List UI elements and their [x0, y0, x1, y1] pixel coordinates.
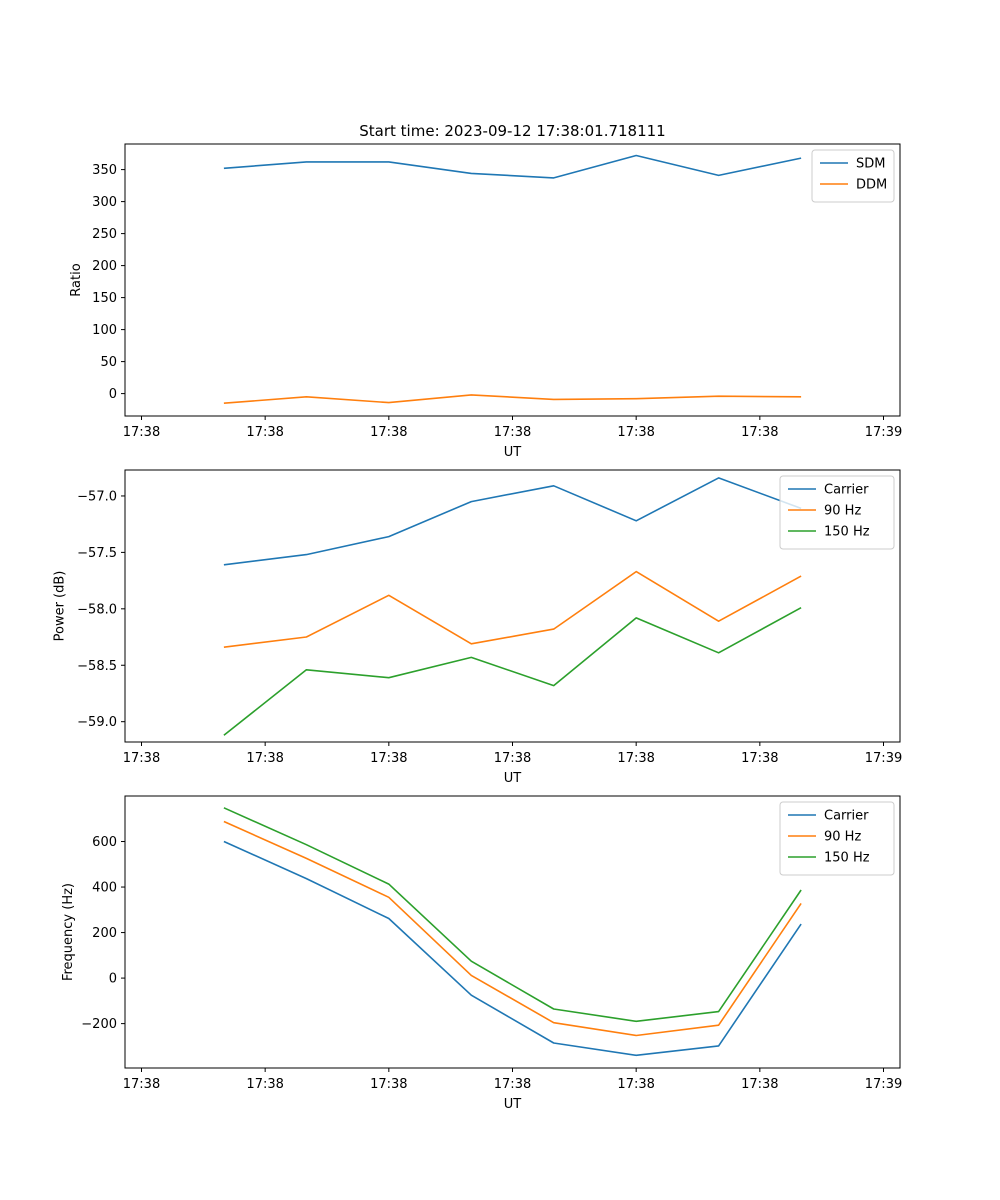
y-tick-label: 100: [92, 323, 117, 338]
y-tick-label: −59.0: [77, 715, 117, 730]
y-tick-label: −57.0: [77, 489, 117, 504]
legend: SDM DDM: [811, 149, 895, 203]
series-line-sdm: [223, 154, 802, 179]
legend: Carrier 90 Hz 150 Hz: [779, 801, 895, 876]
legend-label: 90 Hz: [824, 504, 861, 519]
x-tick-label: 17:38: [123, 425, 160, 440]
legend-label: 150 Hz: [824, 525, 870, 540]
panel-1: 17:38 17:38 17:38 17:38 17:38 17:38 17:39 0 50 10…: [69, 143, 902, 460]
series-line-90-hz: [223, 570, 802, 648]
series-line-carrier: [223, 477, 802, 566]
series-line-ddm: [223, 394, 802, 404]
x-tick-label: 17:38: [370, 1077, 407, 1092]
x-tick-label: 17:38: [246, 751, 283, 766]
y-tick-label: 200: [92, 926, 117, 941]
x-tick-label: 17:38: [123, 1077, 160, 1092]
panel-3: 17:38 17:38 17:38 17:38 17:38 17:38 17:39 −200 0…: [61, 795, 902, 1112]
y-tick-label: 50: [100, 355, 117, 370]
y-tick-label: −200: [81, 1017, 117, 1032]
x-tick-label: 17:38: [741, 425, 778, 440]
series-line-90-hz: [223, 820, 802, 1037]
y-tick-label: −57.5: [77, 546, 117, 561]
x-tick-label: 17:38: [123, 751, 160, 766]
chart-title: Start time: 2023-09-12 17:38:01.718111: [359, 122, 665, 140]
y-tick-label: −58.5: [77, 659, 117, 674]
y-axis-label: Ratio: [69, 263, 84, 296]
x-tick-label: 17:38: [246, 425, 283, 440]
y-tick-label: 150: [92, 291, 117, 306]
legend-label: DDM: [856, 178, 887, 193]
y-axis-label: Power (dB): [53, 571, 68, 642]
y-tick-label: 0: [109, 972, 117, 987]
y-tick-label: 350: [92, 163, 117, 178]
x-tick-label: 17:38: [494, 1077, 531, 1092]
x-tick-label: 17:38: [494, 425, 531, 440]
legend-label: Carrier: [824, 809, 869, 824]
x-tick-label: 17:39: [865, 751, 902, 766]
panel-2: 17:38 17:38 17:38 17:38 17:38 17:38 17:39 −59.0…: [53, 469, 902, 786]
x-axis-label: UT: [504, 445, 522, 460]
x-tick-label: 17:38: [617, 425, 654, 440]
x-axis-label: UT: [504, 1097, 522, 1112]
x-tick-label: 17:39: [865, 1077, 902, 1092]
y-tick-label: 0: [109, 387, 117, 402]
x-axis-label: UT: [504, 771, 522, 786]
x-tick-label: 17:39: [865, 425, 902, 440]
x-tick-label: 17:38: [617, 751, 654, 766]
y-tick-label: 250: [92, 227, 117, 242]
series-line-150-hz: [223, 606, 802, 736]
x-tick-label: 17:38: [246, 1077, 283, 1092]
series-line-carrier: [223, 840, 802, 1057]
y-tick-label: 600: [92, 835, 117, 850]
x-tick-label: 17:38: [494, 751, 531, 766]
x-tick-label: 17:38: [741, 751, 778, 766]
x-tick-label: 17:38: [370, 751, 407, 766]
y-tick-label: 400: [92, 881, 117, 896]
legend-label: SDM: [856, 157, 885, 172]
y-tick-label: 200: [92, 259, 117, 274]
legend-label: 90 Hz: [824, 830, 861, 845]
x-tick-label: 17:38: [617, 1077, 654, 1092]
legend: Carrier 90 Hz 150 Hz: [779, 475, 895, 550]
x-tick-label: 17:38: [370, 425, 407, 440]
legend-label: Carrier: [824, 483, 869, 498]
series-line-150-hz: [223, 807, 802, 1023]
legend-label: 150 Hz: [824, 851, 870, 866]
y-tick-label: 300: [92, 195, 117, 210]
y-tick-label: −58.0: [77, 602, 117, 617]
x-tick-label: 17:38: [741, 1077, 778, 1092]
y-axis-label: Frequency (Hz): [61, 883, 76, 981]
